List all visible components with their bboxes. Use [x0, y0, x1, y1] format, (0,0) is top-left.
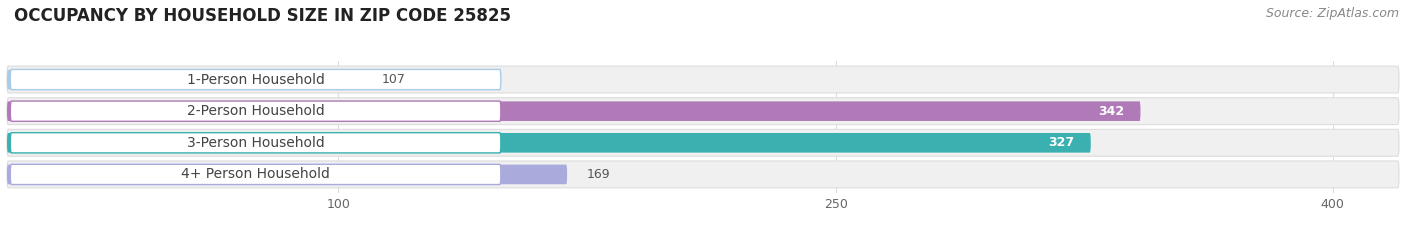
Text: 107: 107: [381, 73, 405, 86]
Text: 4+ Person Household: 4+ Person Household: [181, 168, 330, 182]
FancyBboxPatch shape: [7, 161, 1399, 188]
FancyBboxPatch shape: [7, 101, 1140, 121]
Text: 1-Person Household: 1-Person Household: [187, 72, 325, 86]
FancyBboxPatch shape: [10, 69, 501, 90]
FancyBboxPatch shape: [7, 98, 1399, 125]
Text: 3-Person Household: 3-Person Household: [187, 136, 325, 150]
Text: Source: ZipAtlas.com: Source: ZipAtlas.com: [1265, 7, 1399, 20]
FancyBboxPatch shape: [7, 164, 567, 184]
Text: OCCUPANCY BY HOUSEHOLD SIZE IN ZIP CODE 25825: OCCUPANCY BY HOUSEHOLD SIZE IN ZIP CODE …: [14, 7, 510, 25]
FancyBboxPatch shape: [7, 133, 1091, 153]
FancyBboxPatch shape: [10, 101, 501, 121]
FancyBboxPatch shape: [10, 133, 501, 153]
FancyBboxPatch shape: [7, 66, 1399, 93]
FancyBboxPatch shape: [7, 129, 1399, 156]
Text: 169: 169: [588, 168, 610, 181]
FancyBboxPatch shape: [7, 70, 361, 89]
Text: 327: 327: [1047, 136, 1074, 149]
FancyBboxPatch shape: [10, 164, 501, 185]
Text: 342: 342: [1098, 105, 1123, 118]
Text: 2-Person Household: 2-Person Household: [187, 104, 325, 118]
